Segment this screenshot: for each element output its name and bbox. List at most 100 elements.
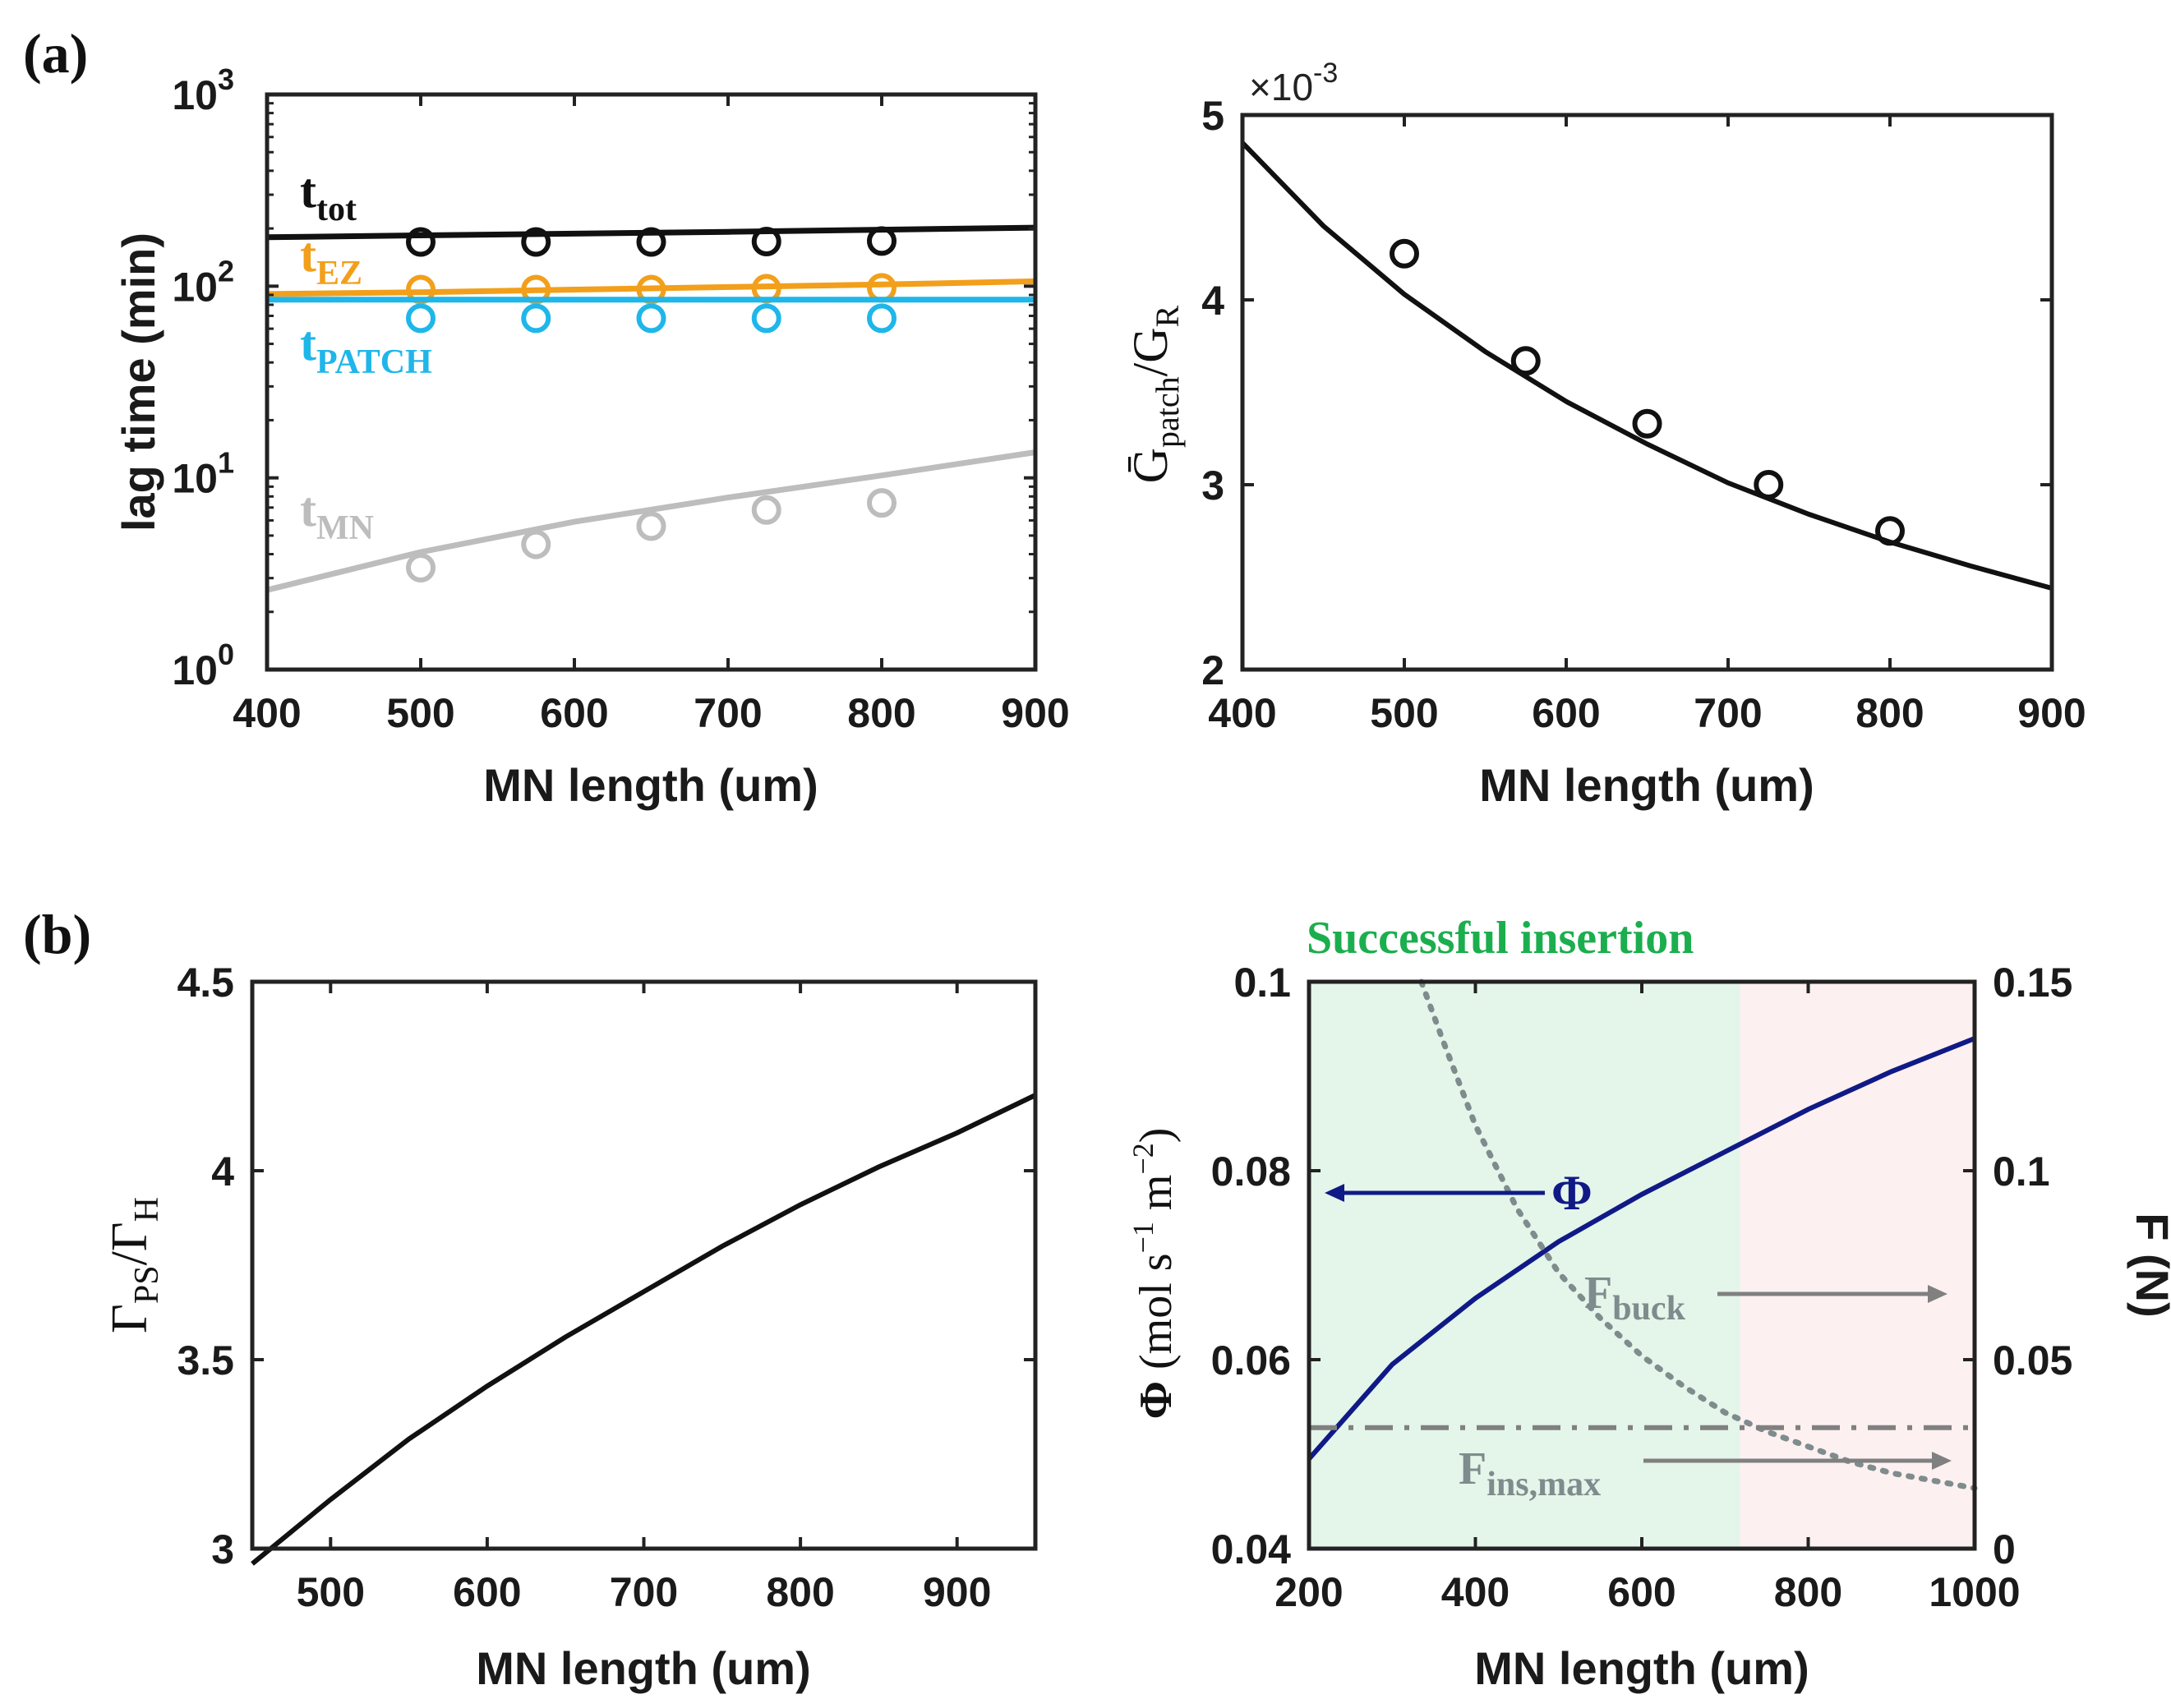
x-tick-label: 800 — [1774, 1569, 1842, 1615]
y-tick-label: 2 — [1201, 647, 1224, 693]
x-tick-label: 400 — [1441, 1569, 1510, 1615]
phi-arrow-head — [1325, 1184, 1344, 1202]
x-tick-label: 500 — [297, 1569, 365, 1615]
panel-label-a: (a) — [23, 22, 88, 85]
x-tick-label: 700 — [1694, 690, 1762, 736]
lag-time-x-label: MN length (um) — [483, 759, 818, 811]
y-tick-label: 0.1 — [1233, 960, 1291, 1006]
point-EZ — [867, 273, 897, 303]
f-buck-label: Fbuck — [1584, 1268, 1686, 1328]
line-Phi — [1307, 1036, 1976, 1461]
chart-lag-time: 400 500 600 700 800 900 100 101 102 103 MN lengt… — [113, 62, 1070, 811]
g-patch-marks — [1240, 140, 2053, 591]
x-tick-label: 400 — [233, 690, 301, 736]
lag-time-y-label: lag time (min) — [113, 232, 164, 532]
line-EZ — [266, 278, 1036, 297]
y2-tick-label: 0.05 — [1993, 1337, 2072, 1383]
phi-label: Φ — [1551, 1166, 1593, 1220]
lag-time-marks — [266, 224, 1036, 593]
gamma-ratio-y-ticks: 3 3.5 4 4.5 — [177, 960, 1035, 1572]
f-ins-max-arrow-head — [1932, 1452, 1952, 1470]
f-ins-max-label: Fins,max — [1459, 1443, 1601, 1503]
gamma-ratio-y-label: ΓPS/ΓH — [102, 1197, 166, 1333]
point-MN — [406, 552, 436, 582]
chart-g-patch: 400 500 600 700 800 900 2 3 4 5 ×10-3 MN length … — [1123, 58, 2086, 811]
point-tot — [406, 227, 436, 257]
g-patch-y-ticks: 2 3 4 5 — [1201, 93, 2052, 693]
point-PATCH — [521, 303, 551, 334]
gamma-ratio-x-label: MN length (um) — [476, 1642, 810, 1694]
point-fit — [1875, 516, 1905, 546]
line-MN — [266, 449, 1036, 593]
y-tick-label: 0.04 — [1211, 1526, 1292, 1572]
x-tick-label: 600 — [1607, 1569, 1675, 1615]
x-tick-label: 700 — [694, 690, 762, 736]
label-t-ez: tEZ — [300, 228, 362, 292]
x-tick-label: 600 — [540, 690, 608, 736]
point-MN — [636, 511, 666, 541]
g-patch-exponent: ×10-3 — [1249, 58, 1338, 108]
x-tick-label: 500 — [1370, 690, 1438, 736]
x-tick-label: 600 — [453, 1569, 521, 1615]
y-tick-label: 101 — [172, 446, 234, 502]
x-tick-label: 400 — [1208, 690, 1276, 736]
y2-tick-label: 0.1 — [1993, 1149, 2050, 1195]
y-tick-label: 0.06 — [1211, 1337, 1291, 1383]
point-tot — [636, 227, 666, 257]
y-tick-label: 3 — [1201, 463, 1224, 509]
success-title: Successful insertion — [1307, 913, 1694, 964]
x-tick-label: 200 — [1274, 1569, 1343, 1615]
y-tick-label: 103 — [172, 62, 234, 118]
force-y-label: F (N) — [2127, 1213, 2171, 1318]
y-tick-label: 5 — [1201, 93, 1224, 139]
g-patch-x-label: MN length (um) — [1479, 759, 1814, 811]
flux-y-label: Φ(mol s−1 m−2) — [1127, 1128, 1182, 1420]
label-t-mn: tMN — [300, 482, 374, 547]
gamma-ratio-marks — [251, 1093, 1037, 1566]
y-tick-label: 102 — [172, 254, 234, 310]
line-ratio — [251, 1093, 1037, 1566]
g-patch-x-ticks: 400 500 600 700 800 900 — [1208, 115, 2086, 736]
flux-force-y-ticks: 0.04 0.06 0.08 0.1 — [1211, 960, 1321, 1572]
point-MN — [867, 488, 897, 518]
point-tot — [521, 227, 551, 257]
y-tick-label: 3 — [211, 1526, 234, 1572]
point-tot — [751, 226, 781, 256]
flux-force-y2-ticks: 0 0.05 0.1 0.15 — [1963, 960, 2072, 1572]
point-MN — [751, 495, 781, 525]
point-PATCH — [406, 303, 436, 334]
point-fit — [1390, 238, 1419, 269]
y-tick-label: 4 — [1201, 278, 1224, 324]
y-tick-label: 100 — [172, 638, 234, 693]
x-tick-label: 1000 — [1929, 1569, 2020, 1615]
chart-flux-force: 200 400 600 800 1000 0.04 0.06 0.08 0.1 0 0.05 0.… — [1127, 913, 2171, 1694]
flux-force-x-label: MN length (um) — [1474, 1642, 1809, 1694]
gamma-ratio-plot-frame — [250, 979, 1038, 1551]
x-tick-label: 700 — [610, 1569, 678, 1615]
x-tick-label: 900 — [2017, 690, 2086, 736]
point-fit — [1632, 408, 1662, 439]
line-F_buck — [1418, 978, 1978, 1491]
line-fit — [1240, 140, 2053, 591]
x-tick-label: 800 — [1855, 690, 1924, 736]
line-tot — [266, 224, 1036, 241]
lag-time-y-ticks: 100 101 102 103 — [172, 62, 1035, 693]
x-tick-label: 500 — [386, 690, 454, 736]
g-patch-plot-frame — [1240, 113, 2054, 672]
x-tick-label: 800 — [847, 690, 915, 736]
y-tick-label: 4 — [211, 1149, 234, 1195]
panel-label-b: (b) — [23, 903, 91, 965]
x-tick-label: 800 — [766, 1569, 834, 1615]
flux-force-marks — [1307, 978, 1978, 1491]
point-PATCH — [636, 303, 666, 334]
point-PATCH — [867, 303, 897, 334]
y2-tick-label: 0.15 — [1993, 960, 2072, 1006]
x-tick-label: 900 — [1001, 690, 1069, 736]
point-tot — [867, 226, 897, 256]
g-patch-y-label: Ḡpatch/GR — [1123, 305, 1186, 483]
y2-tick-label: 0 — [1993, 1526, 2016, 1572]
x-tick-label: 900 — [923, 1569, 991, 1615]
point-fit — [1754, 470, 1784, 500]
flux-force-x-ticks: 200 400 600 800 1000 — [1274, 982, 2021, 1615]
point-PATCH — [751, 303, 781, 334]
